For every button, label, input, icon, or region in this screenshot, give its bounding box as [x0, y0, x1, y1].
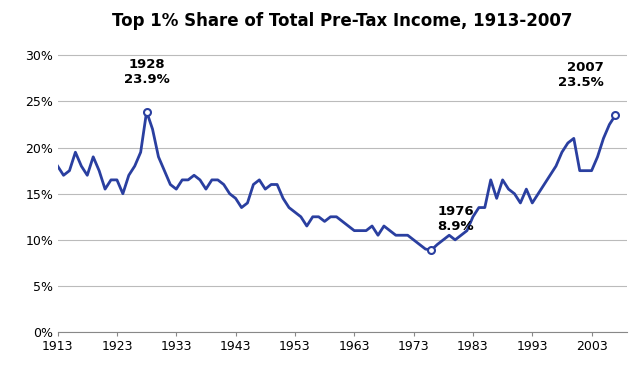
Text: 1928
23.9%: 1928 23.9% — [124, 58, 170, 86]
Text: 1976
8.9%: 1976 8.9% — [437, 206, 474, 233]
Title: Top 1% Share of Total Pre-Tax Income, 1913-2007: Top 1% Share of Total Pre-Tax Income, 19… — [112, 12, 573, 30]
Text: 2007
23.5%: 2007 23.5% — [557, 62, 604, 89]
